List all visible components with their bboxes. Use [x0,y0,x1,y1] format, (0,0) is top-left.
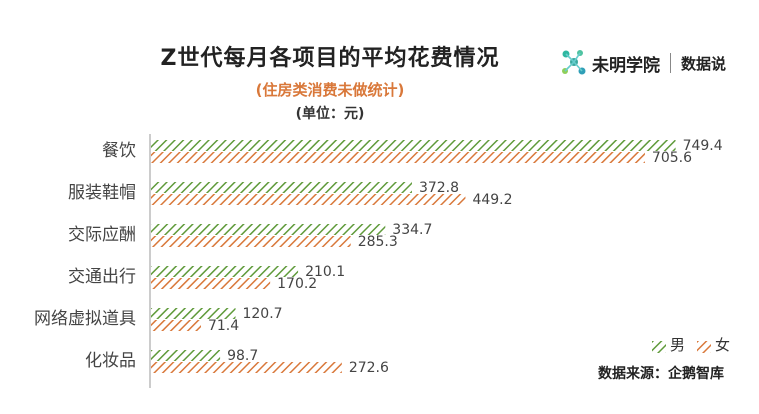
data-label: 71.4 [208,318,239,334]
bar-female [151,194,466,205]
bar-female [151,320,201,331]
category-label: 网络虚拟道具 [34,309,136,329]
bar-male [151,308,236,319]
data-label: 334.7 [392,222,432,238]
legend-item-female: 女 [697,334,730,355]
bar-female [151,362,342,373]
legend-label-male: 男 [670,336,686,354]
legend-swatch-male [652,339,666,353]
bar-male [151,350,221,361]
bar-female [151,152,645,163]
brand-name: 未明学院 [592,55,660,76]
data-label: 170.2 [277,276,317,292]
brand-subtitle: 数据说 [681,54,727,73]
category-label: 餐饮 [102,141,136,161]
brand-logo: 未明学院 数据说 [560,48,726,78]
brand-icon [562,50,586,75]
data-source: 数据来源：企鹅智库 [598,366,724,382]
bar-male [151,140,676,151]
data-label: 210.1 [305,264,345,280]
bar-male [151,224,386,235]
data-label: 285.3 [358,234,398,250]
data-label: 449.2 [472,192,512,208]
bar-male [151,182,412,193]
data-label: 120.7 [242,306,282,322]
brand-divider [670,53,671,73]
category-label: 交际应酬 [68,225,136,245]
category-label: 服装鞋帽 [68,183,136,203]
chart-subtitle: (住房类消费未做统计) [255,81,405,99]
data-label: 705.6 [652,150,692,166]
unit-label: (单位：元) [295,106,365,122]
data-label: 98.7 [227,348,258,364]
legend-item-male: 男 [652,334,685,355]
legend-label-female: 女 [715,336,731,354]
chart-title: Z世代每月各项目的平均花费情况 [160,46,500,71]
legend: 男 女 [652,334,730,355]
data-label: 272.6 [349,360,389,376]
category-label: 交通出行 [68,267,136,287]
data-label: 372.8 [419,180,459,196]
bar-female [151,278,271,289]
category-label: 化妆品 [85,351,136,371]
bar-female [151,236,351,247]
data-label: 749.4 [683,138,723,154]
legend-swatch-female [697,339,712,353]
bar-male [151,266,299,277]
